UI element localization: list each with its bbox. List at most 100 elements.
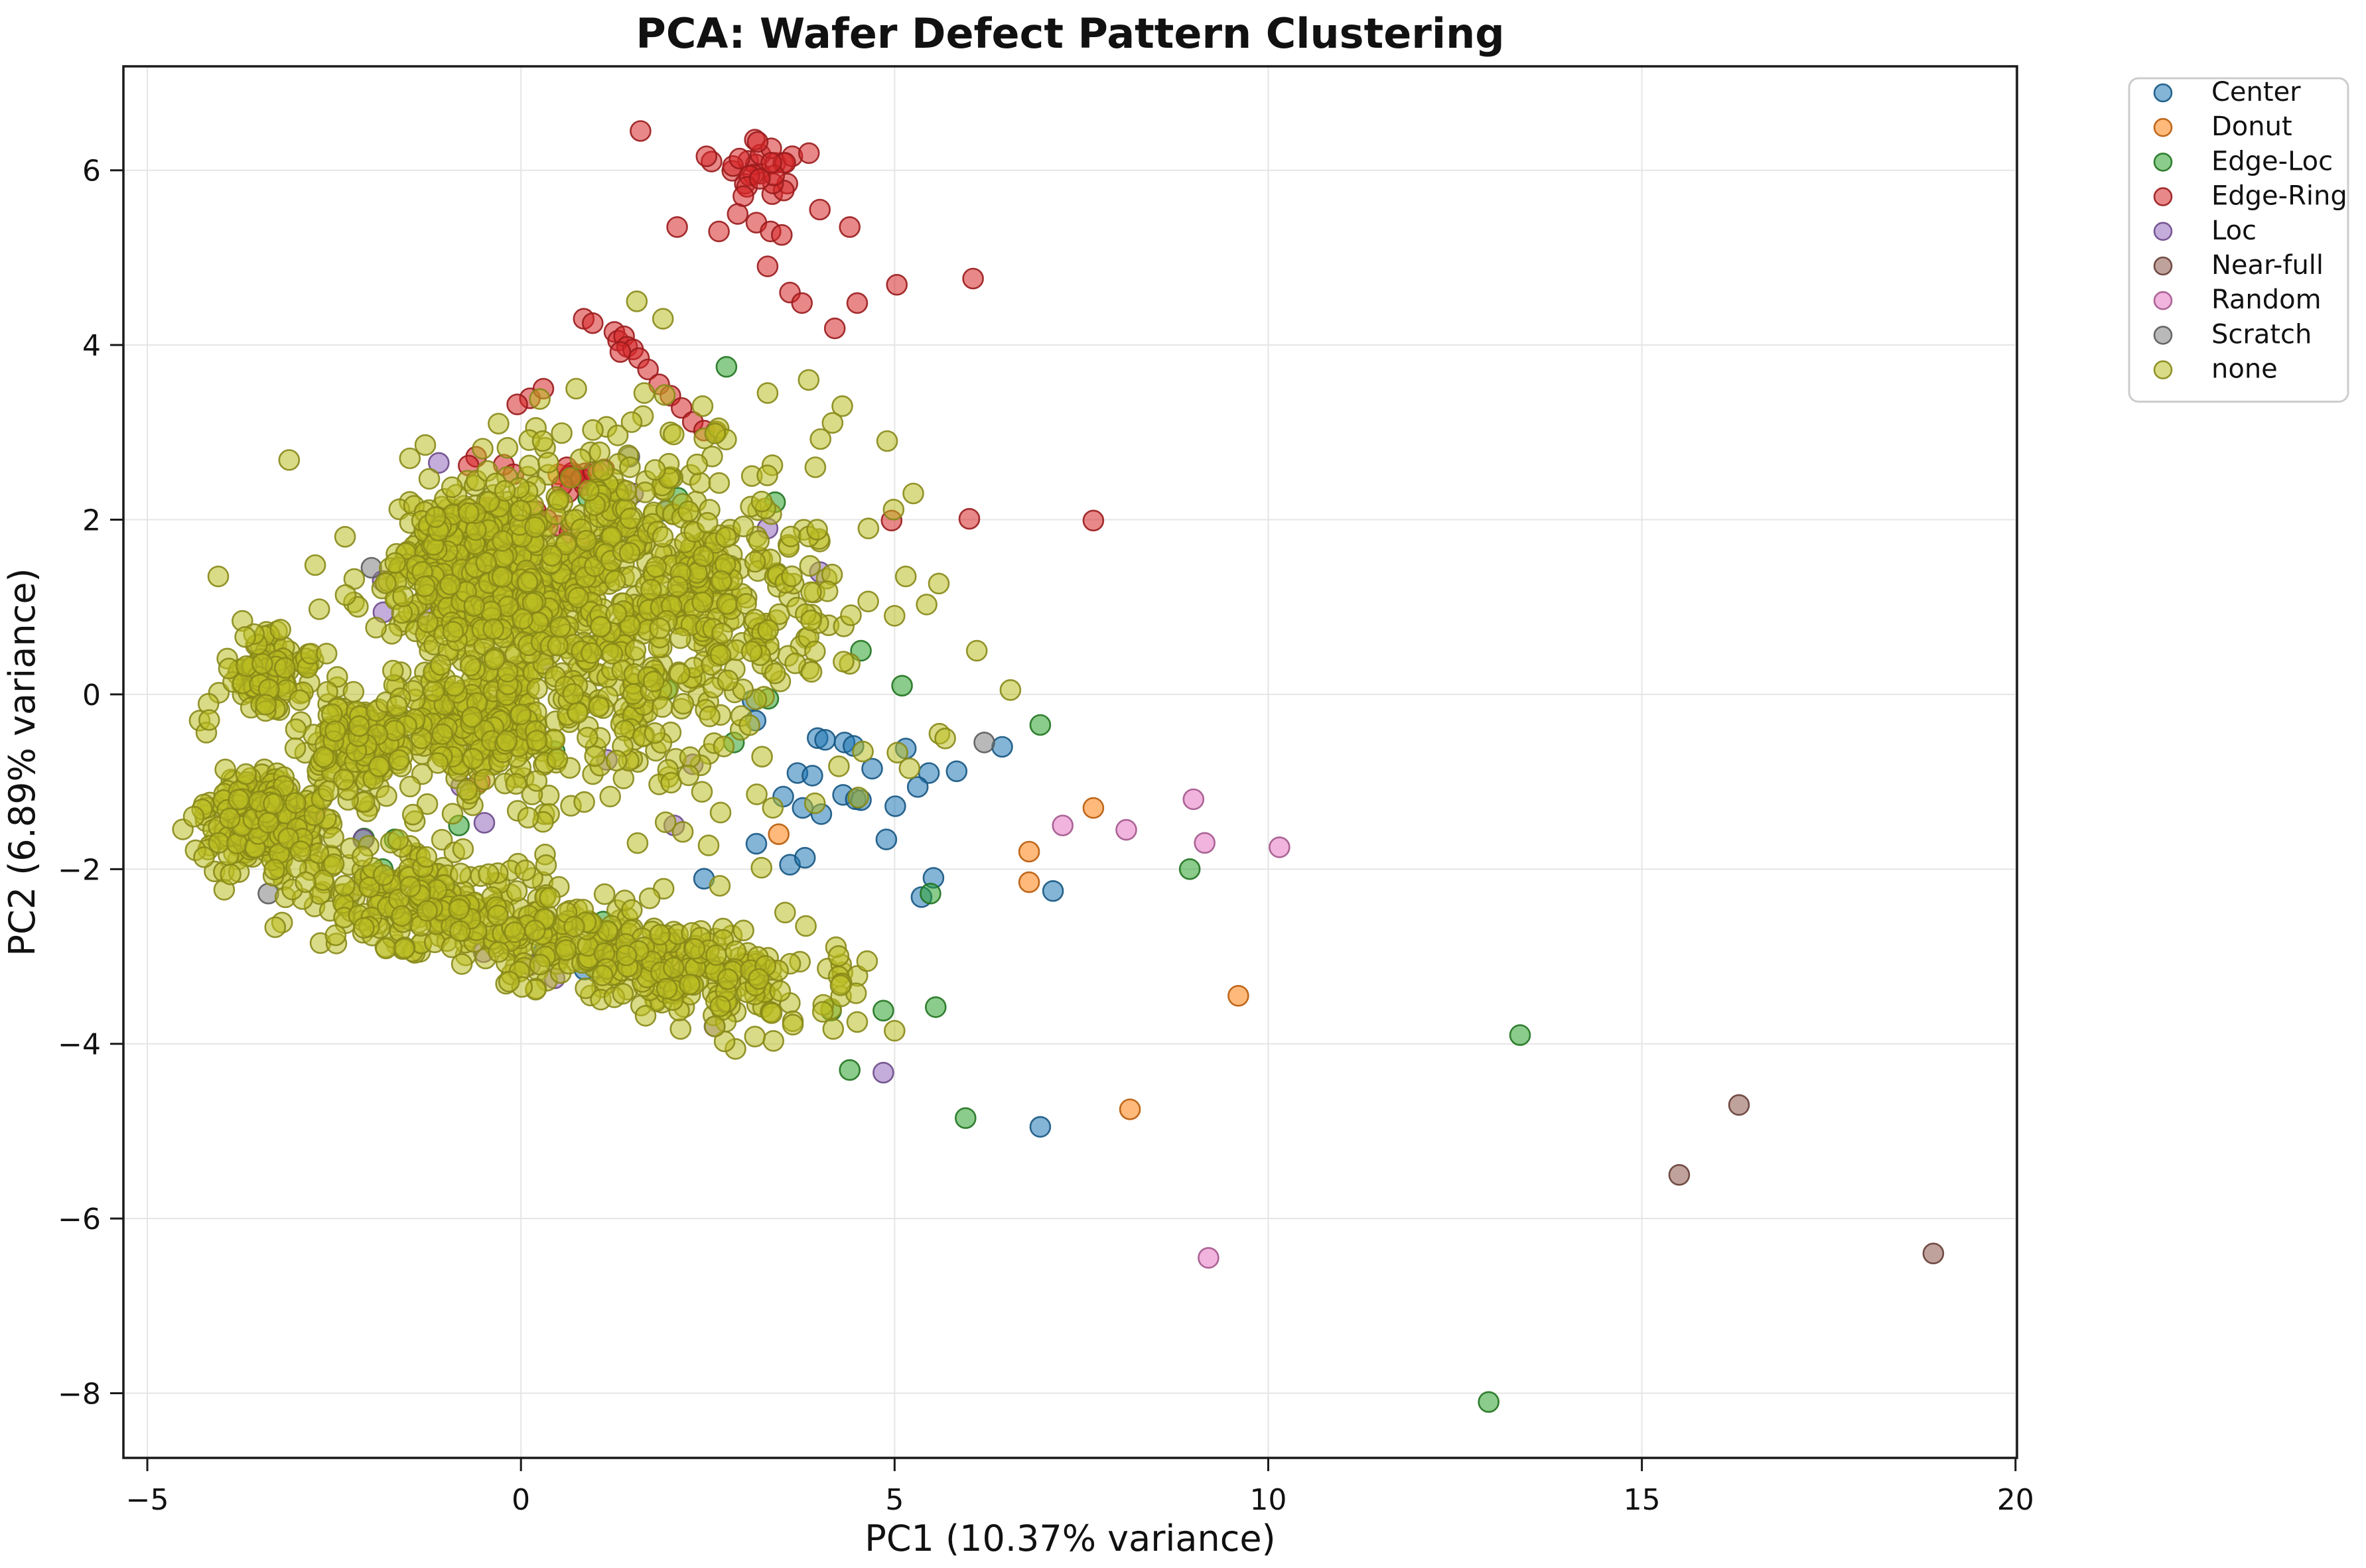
scatter-point — [529, 388, 551, 410]
scatter-point — [374, 572, 397, 594]
scatter-point — [1728, 1094, 1750, 1116]
legend-item-edge-ring: Edge-Ring — [2153, 181, 2347, 212]
scatter-point — [958, 507, 981, 530]
scatter-point — [529, 953, 551, 976]
legend-item-random: Random — [2153, 285, 2322, 315]
scatter-point — [898, 757, 921, 779]
scatter-point — [667, 575, 689, 598]
scatter-point — [491, 566, 514, 588]
scatter-point — [322, 826, 345, 848]
scatter-point — [764, 662, 786, 685]
scatter-point — [514, 859, 537, 882]
scatter-point — [794, 846, 816, 869]
scatter-point — [1227, 985, 1249, 1007]
scatter-point — [725, 940, 746, 962]
legend-item-none: none — [2153, 354, 2278, 385]
y-tick-label: −2 — [58, 853, 101, 887]
scatter-point — [800, 661, 823, 683]
scatter-point — [872, 1061, 894, 1084]
scatter-point — [762, 797, 784, 819]
scatter-point — [518, 454, 541, 477]
legend-marker-icon — [2153, 187, 2173, 206]
scatter-point — [322, 853, 345, 876]
scatter-point — [637, 358, 660, 381]
scatter-point — [559, 466, 582, 489]
x-tick-label: 5 — [885, 1483, 904, 1517]
scatter-point — [535, 854, 557, 876]
scatter-point — [429, 654, 452, 676]
scatter-point — [324, 924, 347, 947]
scatter-point — [525, 770, 548, 792]
scatter-point — [1198, 1247, 1219, 1269]
axes-spines — [122, 65, 2018, 1459]
scatter-point — [861, 757, 883, 780]
scatter-point — [375, 937, 397, 960]
scatter-point — [683, 938, 706, 960]
scatter-point — [727, 203, 749, 225]
scatter-point — [692, 545, 715, 568]
scatter-point — [234, 625, 256, 648]
scatter-point — [326, 666, 348, 688]
scatter-point — [522, 592, 544, 614]
scatter-point — [791, 292, 813, 314]
scatter-point — [510, 499, 532, 522]
scatter-point — [443, 675, 466, 697]
scatter-point — [393, 937, 415, 960]
scatter-point — [582, 419, 604, 441]
scatter-point — [295, 871, 316, 893]
scatter-point — [633, 382, 656, 404]
legend-item-center: Center — [2153, 77, 2301, 107]
scatter-point — [827, 945, 850, 967]
scatter-point — [372, 864, 395, 886]
scatter-point — [289, 840, 312, 862]
scatter-point — [263, 793, 285, 815]
scatter-point — [612, 767, 635, 789]
scatter-point — [691, 781, 713, 803]
scatter-point — [740, 640, 763, 663]
scatter-point — [441, 476, 463, 498]
scatter-point — [638, 887, 661, 909]
scatter-point — [619, 456, 641, 478]
scatter-point — [218, 807, 241, 829]
y-tick-label: 0 — [82, 679, 101, 712]
scatter-point — [449, 920, 471, 942]
scatter-point — [671, 397, 693, 419]
scatter-point — [425, 506, 447, 529]
x-tick-label: −5 — [126, 1483, 169, 1517]
scatter-point — [285, 718, 307, 740]
scatter-point — [193, 846, 215, 868]
scatter-point — [575, 529, 597, 552]
scatter-point — [800, 581, 822, 604]
y-tick-label: −8 — [58, 1378, 101, 1411]
scatter-point — [715, 526, 737, 549]
scatter-point — [640, 578, 662, 601]
scatter-point — [705, 944, 727, 966]
scatter-point — [494, 480, 516, 502]
y-tick-label: −4 — [58, 1028, 101, 1062]
legend-item-edge-loc: Edge-Loc — [2153, 146, 2333, 176]
scatter-point — [526, 677, 548, 700]
scatter-point — [634, 1005, 657, 1027]
scatter-point — [399, 775, 421, 798]
scatter-point — [708, 220, 730, 243]
legend-marker-icon — [2153, 117, 2173, 137]
scatter-point — [662, 423, 685, 446]
scatter-point — [751, 746, 773, 768]
scatter-point — [710, 570, 732, 592]
scatter-point — [619, 507, 642, 530]
series-none — [172, 290, 1022, 1060]
scatter-point — [1082, 797, 1105, 819]
scatter-point — [934, 728, 956, 750]
scatter-point — [547, 488, 570, 511]
scatter-point — [715, 356, 738, 378]
scatter-point — [669, 663, 691, 685]
scatter-point — [691, 395, 714, 417]
scatter-point — [605, 603, 628, 625]
scatter-point — [1269, 836, 1290, 858]
scatter-point — [387, 749, 410, 771]
scatter-point — [652, 526, 674, 548]
scatter-point — [324, 720, 346, 742]
scatter-point — [618, 542, 641, 564]
scatter-point — [768, 823, 790, 845]
